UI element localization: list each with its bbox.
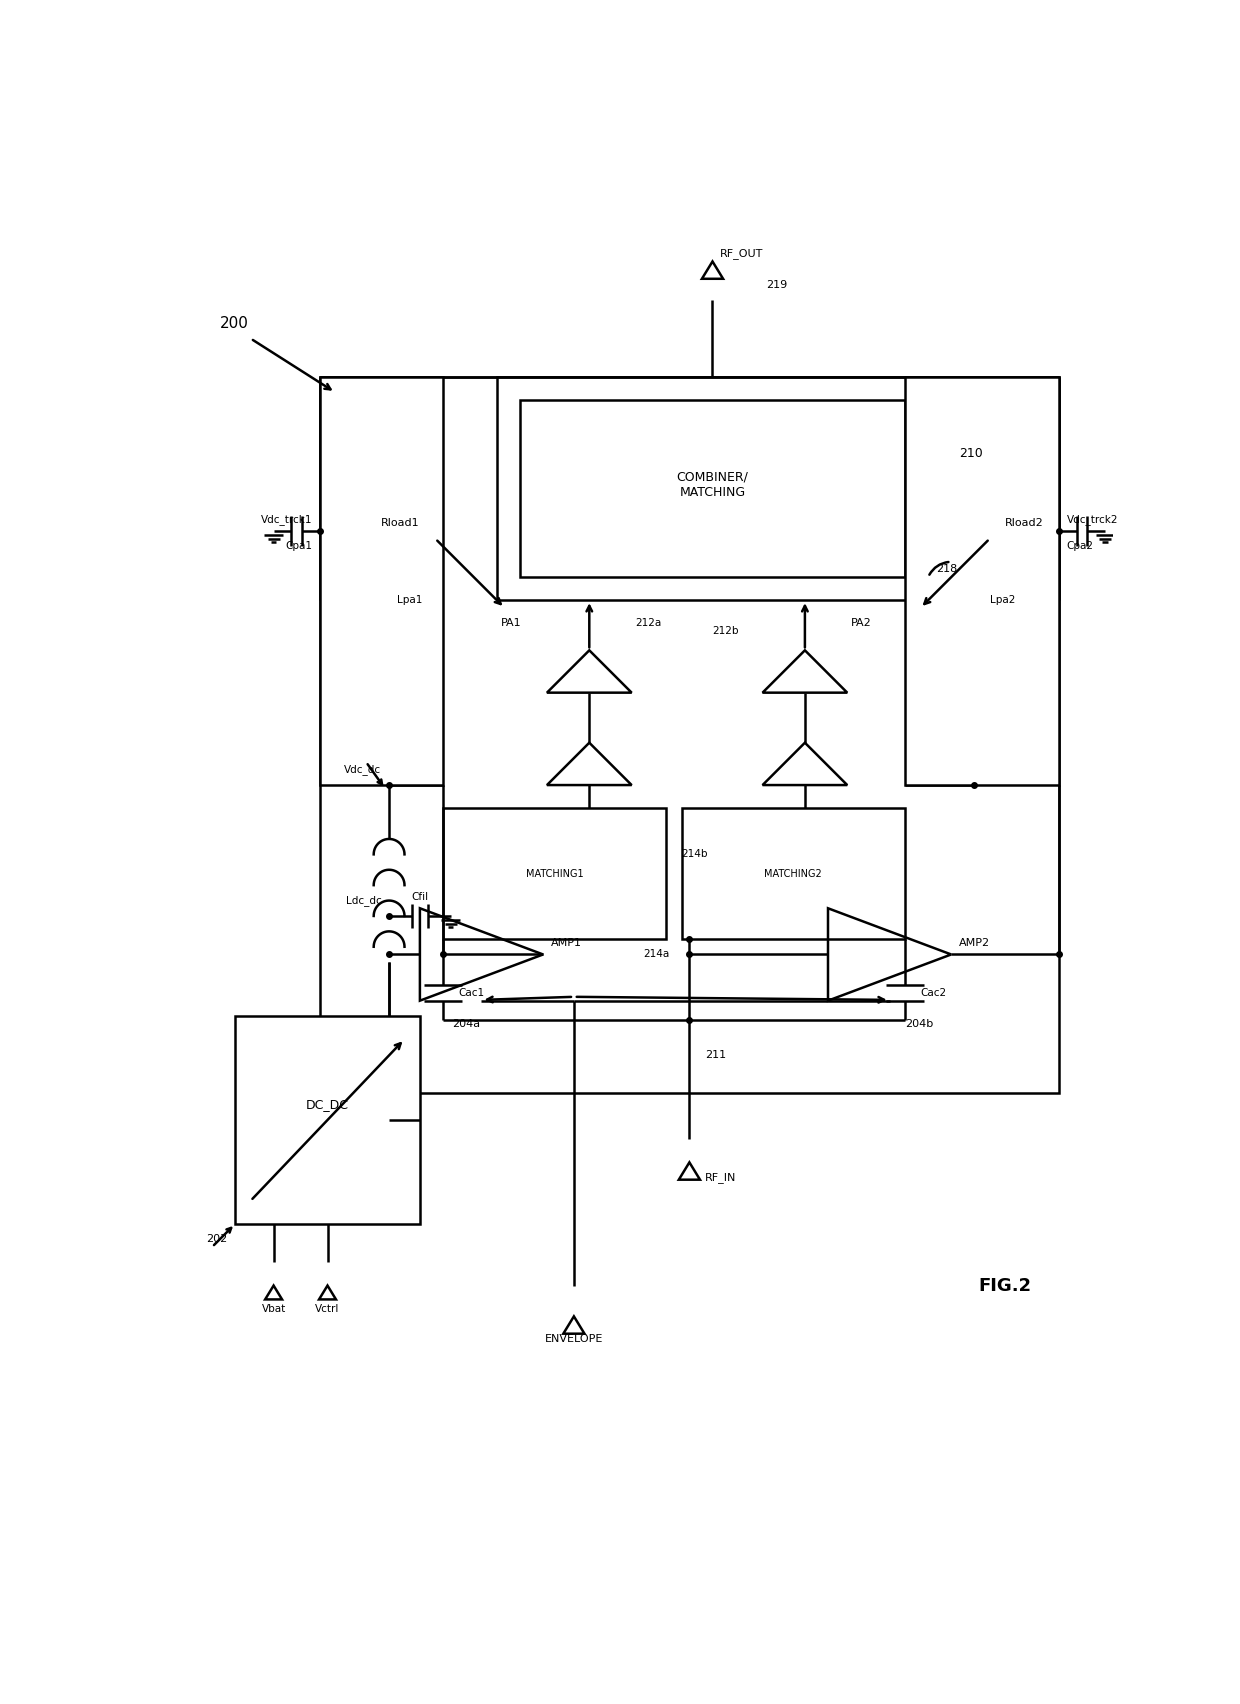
Bar [905,377,1059,786]
Text: Vdc_dc: Vdc_dc [345,763,382,775]
Text: Lpa1: Lpa1 [397,595,422,605]
Text: MATCHING1: MATCHING1 [526,869,584,879]
Text: AMP2: AMP2 [959,937,990,947]
Bar [497,377,928,600]
Text: 214a: 214a [644,949,670,959]
Bar [682,808,905,939]
Text: 210: 210 [959,448,982,460]
Text: FIG.2: FIG.2 [978,1276,1032,1295]
Text: Rload1: Rload1 [381,518,420,528]
Text: 214b: 214b [682,849,708,859]
Text: Cfil: Cfil [412,891,429,901]
Text: Rload2: Rload2 [1006,518,1044,528]
Text: DC_DC: DC_DC [306,1097,348,1111]
Text: 218: 218 [936,564,957,574]
Text: 212a: 212a [635,619,662,629]
Text: Vdc_trck1: Vdc_trck1 [260,515,312,525]
Text: 204a: 204a [453,1019,480,1029]
Text: Cac2: Cac2 [920,988,946,999]
Text: Cac1: Cac1 [459,988,485,999]
Bar [443,808,666,939]
Bar [236,1016,420,1223]
Text: RF_OUT: RF_OUT [720,249,764,259]
Text: Cpa1: Cpa1 [285,542,312,552]
Text: 211: 211 [704,1050,725,1060]
Text: AMP1: AMP1 [551,937,582,947]
Text: 200: 200 [219,315,248,331]
Text: Lpa2: Lpa2 [990,595,1016,605]
Text: RF_IN: RF_IN [704,1172,737,1183]
Text: ENVELOPE: ENVELOPE [544,1334,603,1344]
Bar [320,377,443,786]
Text: Vctrl: Vctrl [315,1304,340,1314]
Text: Vdc_trck2: Vdc_trck2 [1066,515,1118,525]
Text: 212b: 212b [713,625,739,636]
Text: COMBINER/
MATCHING: COMBINER/ MATCHING [677,470,749,499]
Text: Vbat: Vbat [262,1304,285,1314]
Text: PA2: PA2 [851,619,872,629]
Text: MATCHING2: MATCHING2 [765,869,822,879]
Text: PA1: PA1 [501,619,521,629]
Text: 202: 202 [206,1234,227,1244]
Bar [320,377,1059,1092]
Text: 204b: 204b [905,1019,934,1029]
Text: 219: 219 [766,279,787,290]
Text: Cpa2: Cpa2 [1066,542,1094,552]
Text: Ldc_dc: Ldc_dc [346,895,382,907]
Bar [520,400,905,578]
